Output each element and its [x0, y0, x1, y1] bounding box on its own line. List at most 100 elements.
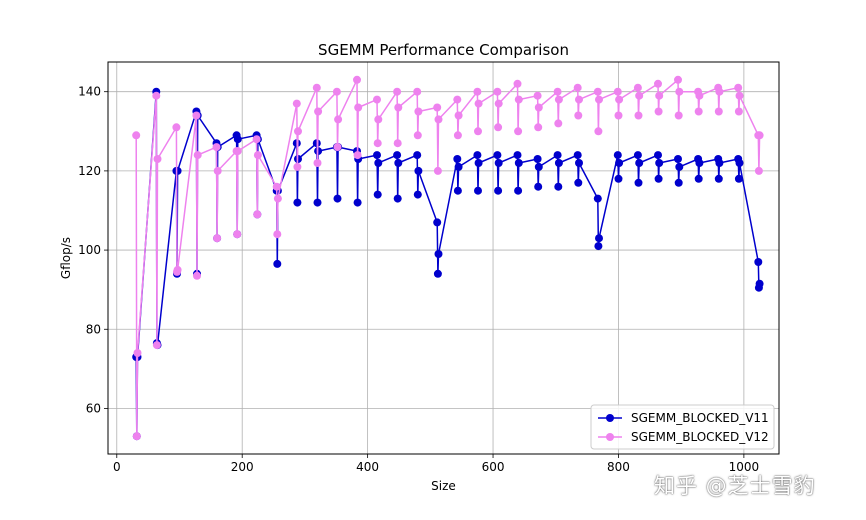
data-point — [755, 131, 764, 140]
data-point — [493, 151, 502, 160]
data-point — [534, 162, 543, 171]
y-tick-label: 60 — [86, 401, 101, 415]
data-point — [593, 87, 602, 96]
x-tick-label: 800 — [607, 460, 630, 474]
data-point — [413, 87, 422, 96]
data-point — [554, 119, 563, 128]
data-point — [593, 194, 602, 203]
data-point — [212, 143, 221, 152]
data-point — [393, 151, 402, 160]
x-tick-label: 1000 — [729, 460, 760, 474]
data-point — [595, 234, 603, 243]
data-point — [133, 349, 142, 357]
data-point — [594, 127, 603, 136]
data-point — [374, 115, 383, 124]
data-point — [132, 131, 141, 140]
data-point — [373, 190, 382, 199]
grid-lines — [108, 62, 779, 454]
data-point — [373, 139, 382, 148]
data-point — [272, 182, 281, 191]
y-tick-label: 140 — [78, 85, 101, 99]
data-point — [595, 95, 603, 104]
data-point — [192, 111, 201, 120]
data-point — [152, 91, 161, 100]
data-point — [233, 135, 242, 144]
data-point — [575, 95, 583, 104]
data-point — [434, 250, 443, 258]
data-point — [393, 87, 402, 96]
data-point — [694, 174, 703, 183]
data-point — [613, 87, 622, 96]
data-point — [613, 151, 622, 160]
data-point — [473, 87, 482, 96]
data-point — [735, 159, 744, 167]
data-point — [735, 91, 744, 100]
data-point — [332, 87, 341, 96]
data-point — [715, 87, 724, 96]
data-point — [674, 111, 683, 120]
data-point — [635, 159, 644, 167]
data-point — [173, 166, 182, 175]
data-point — [514, 95, 523, 104]
data-point — [674, 178, 683, 187]
data-point — [654, 151, 662, 160]
data-point — [654, 79, 662, 88]
data-point — [494, 99, 503, 108]
data-point — [393, 194, 402, 203]
x-axis-label: Size — [431, 479, 456, 493]
data-point — [474, 99, 483, 108]
series-line — [135, 90, 761, 437]
data-point — [353, 151, 362, 160]
data-point — [675, 162, 684, 171]
plot-frame — [107, 61, 780, 455]
data-point — [252, 135, 261, 144]
data-point — [633, 83, 642, 92]
data-point — [253, 151, 262, 160]
legend-marker — [606, 414, 614, 422]
data-point — [414, 107, 423, 116]
y-tick-label: 120 — [78, 164, 101, 178]
data-point — [152, 341, 161, 350]
data-point — [313, 198, 322, 207]
x-tick-label: 600 — [482, 460, 505, 474]
data-point — [453, 155, 462, 163]
data-point — [413, 131, 422, 140]
data-point — [172, 123, 181, 132]
data-point — [393, 139, 402, 148]
data-point — [554, 182, 563, 191]
data-point — [675, 87, 684, 96]
data-point — [433, 218, 442, 227]
legend: SGEMM_BLOCKED_V11 SGEMM_BLOCKED_V12 — [590, 404, 775, 450]
data-point — [615, 95, 624, 104]
data-point — [674, 75, 682, 84]
data-point — [434, 115, 443, 124]
data-point — [655, 159, 664, 167]
data-point — [635, 91, 644, 100]
data-point — [313, 159, 322, 167]
y-axis-ticks: 60 80 100 120 140 — [78, 85, 108, 415]
data-point — [293, 162, 302, 171]
y-axis-label: Gflop/s — [59, 237, 73, 279]
series-line — [135, 79, 761, 437]
data-point — [354, 103, 363, 112]
legend-label: SGEMM_BLOCKED_V11 — [631, 411, 769, 425]
data-point — [614, 174, 623, 183]
data-point — [493, 87, 502, 96]
data-point — [454, 162, 463, 171]
data-point — [575, 159, 583, 167]
data-point — [233, 230, 242, 239]
data-point — [714, 174, 723, 183]
chart-title: SGEMM Performance Comparison — [318, 41, 569, 59]
data-point — [734, 83, 743, 92]
y-tick-label: 80 — [86, 322, 101, 336]
data-point — [433, 166, 442, 175]
data-point — [294, 127, 302, 136]
data-point — [554, 95, 563, 104]
legend-marker — [606, 433, 614, 441]
data-point — [454, 111, 463, 120]
data-point — [373, 151, 381, 160]
data-point — [394, 103, 403, 112]
data-point — [132, 432, 141, 441]
data-point — [654, 107, 663, 116]
